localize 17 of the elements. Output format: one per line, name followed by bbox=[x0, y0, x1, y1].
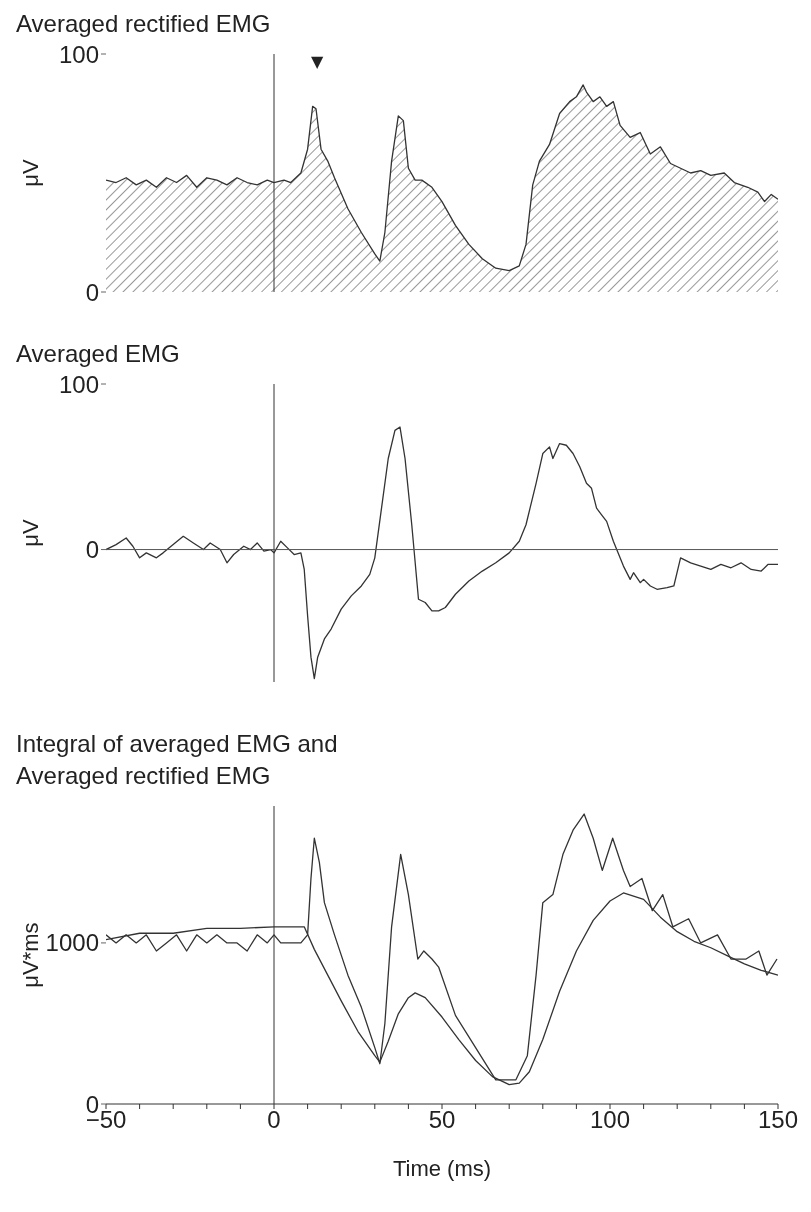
y-tick-label: 100 bbox=[58, 40, 99, 68]
annotation: ▼ bbox=[311, 52, 324, 71]
x-tick-label: 100 bbox=[589, 1106, 631, 1134]
x-tick-label: 0 bbox=[267, 1106, 281, 1134]
y-tick-label: 0 bbox=[85, 536, 99, 564]
y-axis-title: μV bbox=[17, 159, 43, 187]
y-axis-title: μV*ms bbox=[17, 922, 43, 988]
y-axis-title: μV bbox=[17, 519, 43, 547]
chart-title: Averaged EMG bbox=[16, 339, 181, 369]
y-tick-label: 0 bbox=[85, 278, 99, 306]
chart-title: Integral of averaged EMG and Averaged rectified EMG bbox=[16, 729, 339, 791]
y-tick-label: 1000 bbox=[45, 929, 99, 957]
y-tick-label: 100 bbox=[58, 370, 99, 398]
chart-title: Averaged rectified EMG bbox=[16, 9, 272, 39]
x-tick-label: 50 bbox=[428, 1106, 456, 1134]
x-tick-label: 150 bbox=[757, 1106, 799, 1134]
x-axis-title: Time (ms) bbox=[392, 1156, 492, 1181]
